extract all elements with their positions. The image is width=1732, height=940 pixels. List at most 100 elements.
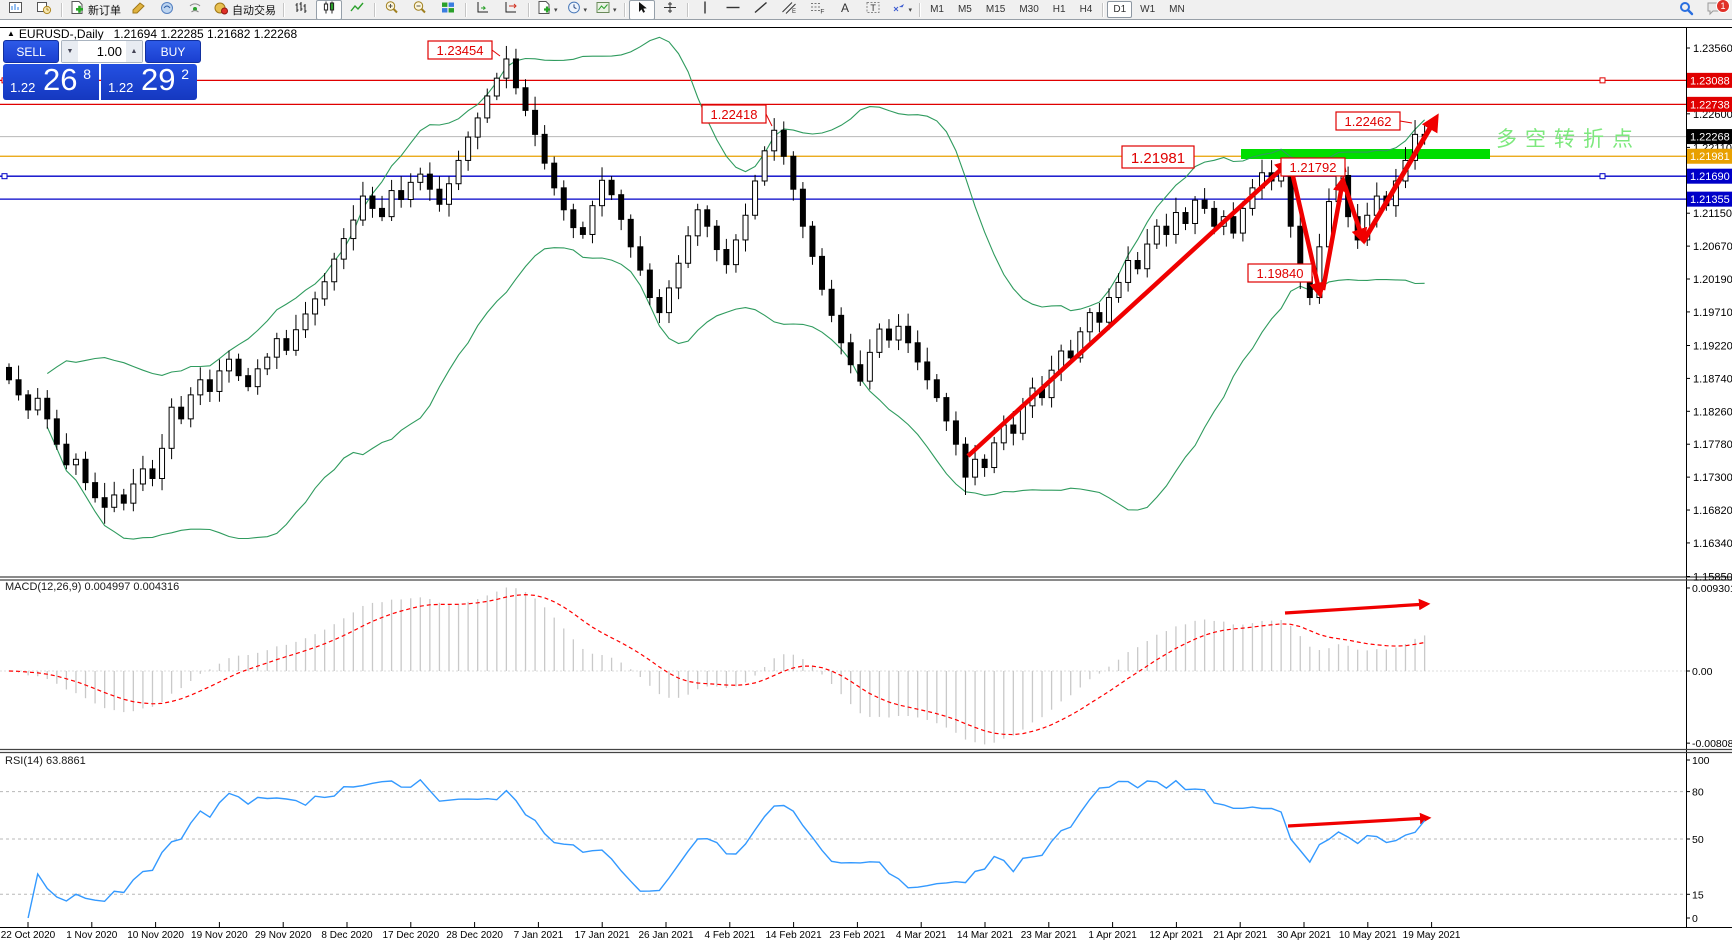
new-order-button[interactable]: 新订单 (66, 0, 124, 20)
zoom-out-button[interactable] (407, 0, 433, 20)
chevron-down-icon: ▾ (613, 6, 617, 14)
price-annotation-labels: 1.23454 1.22418 1.21981 1.21792 1.19840 1.224… (427, 40, 1413, 283)
chart-shift-icon (503, 0, 519, 20)
auto-trading-label: 自动交易 (232, 4, 276, 17)
sell-price-prefix: 1.22 (10, 80, 36, 95)
timeframe-H1-button[interactable]: H1 (1052, 4, 1066, 15)
text-button[interactable]: A (832, 0, 858, 20)
date-tick-label: 21 Apr 2021 (1213, 930, 1267, 940)
template-button[interactable]: ▾ (592, 0, 620, 20)
date-tick-label: 23 Mar 2021 (1021, 930, 1078, 940)
shapes-button[interactable]: ▾ (888, 0, 916, 20)
sell-button[interactable]: SELL (3, 40, 59, 63)
timeframe-bar: M1 M5 M15 M30 H1 H4 D1 W1 MN (923, 1, 1192, 18)
chevron-down-icon: ▾ (908, 6, 913, 14)
period-clock-button[interactable]: ▾ (563, 0, 591, 20)
date-tick-label: 10 Nov 2020 (127, 930, 184, 940)
eraser-button[interactable] (126, 0, 152, 20)
axis-tick-label: 1.19710 (1693, 307, 1732, 319)
hline-icon (725, 0, 741, 20)
candlestick-button[interactable] (316, 0, 342, 20)
chevron-down-icon: ▾ (554, 6, 558, 14)
date-tick-label: 23 Feb 2021 (829, 930, 886, 940)
tile-windows-icon (440, 0, 456, 20)
svg-text:80: 80 (1692, 787, 1704, 799)
signal-button[interactable] (182, 0, 208, 20)
fibonacci-button[interactable]: F (804, 0, 830, 20)
zoom-in-button[interactable] (379, 0, 405, 20)
svg-text:1.21981: 1.21981 (1690, 151, 1730, 163)
volume-value[interactable]: 1.00 (96, 44, 122, 59)
svg-text:1.23088: 1.23088 (1690, 75, 1730, 87)
svg-text:1.22268: 1.22268 (1690, 132, 1730, 144)
svg-text:15: 15 (1692, 889, 1704, 901)
cursor-icon (634, 0, 650, 20)
axis-tick-label: 1.21150 (1693, 208, 1732, 220)
auto-trading-button[interactable]: 自动交易 (210, 0, 279, 20)
buy-button[interactable]: BUY (145, 40, 201, 63)
fibonacci-icon: F (809, 0, 825, 20)
cursor-button[interactable] (628, 0, 655, 20)
timeframe-M15-button[interactable]: M15 (985, 4, 1006, 15)
rsi-axis: 100 80 50 15 0 (1686, 755, 1710, 925)
sell-price-box[interactable]: 1.22 26 8 (3, 62, 99, 100)
new-chart-button[interactable]: ▾ (533, 0, 561, 20)
auto-scroll-button[interactable] (470, 0, 496, 20)
rsi-panel (0, 778, 1686, 919)
channel-button[interactable]: E (776, 0, 802, 20)
line-chart-icon (349, 0, 365, 20)
notifications-button[interactable]: 1 (1701, 0, 1730, 21)
crosshair-button[interactable] (657, 0, 683, 20)
timeframe-M1-button[interactable]: M1 (930, 4, 944, 15)
svg-text:F: F (820, 8, 824, 15)
community-button[interactable] (154, 0, 180, 20)
timeframe-D1-button[interactable]: D1 (1107, 1, 1133, 18)
volume-down-button[interactable]: ▼ (62, 41, 78, 62)
bar-chart-button[interactable] (288, 0, 314, 20)
text-label-button[interactable]: T (860, 0, 886, 20)
svg-text:1.19840: 1.19840 (1257, 266, 1304, 281)
timeframe-M30-button[interactable]: M30 (1019, 4, 1039, 15)
profiles-clock-icon (36, 0, 52, 20)
search-icon (1679, 1, 1694, 21)
timeframe-H4-button[interactable]: H4 (1079, 4, 1093, 15)
buy-price-pip: 2 (181, 66, 189, 82)
svg-text:1.21690: 1.21690 (1690, 171, 1730, 183)
price-label-box (701, 104, 767, 124)
svg-text:1.21981: 1.21981 (1131, 150, 1185, 167)
bollinger-upper-band (46, 36, 1425, 376)
timeframe-MN-button[interactable]: MN (1169, 4, 1185, 15)
toolbar-buttons: 新订单 自动交易 ▾ ▾ ▾ E F A T ▾ (2, 0, 923, 20)
date-tick-label: 10 May 2021 (1339, 930, 1397, 940)
date-tick-label: 17 Dec 2020 (382, 930, 439, 940)
chart-shift-button[interactable] (498, 0, 524, 20)
timeframe-M5-button[interactable]: M5 (957, 4, 972, 15)
line-chart-button[interactable] (344, 0, 370, 20)
search-button[interactable] (1673, 1, 1699, 21)
toolbar-separator (374, 2, 375, 17)
vline-button[interactable] (692, 0, 718, 20)
chart-window-button[interactable] (3, 0, 29, 20)
date-tick-label: 30 Apr 2021 (1277, 930, 1331, 940)
volume-up-button[interactable]: ▲ (126, 41, 142, 62)
profiles-clock-button[interactable] (31, 0, 57, 20)
hline-button[interactable] (720, 0, 746, 20)
channel-icon: E (781, 0, 797, 20)
buy-price-box[interactable]: 1.22 29 2 (101, 62, 197, 100)
volume-stepper: ▼ 1.00 ▲ (61, 40, 143, 63)
svg-text:1.22418: 1.22418 (711, 107, 758, 122)
date-tick-label: 29 Nov 2020 (255, 930, 312, 940)
svg-text:-0.008082: -0.008082 (1692, 738, 1732, 750)
trendline-button[interactable] (748, 0, 774, 20)
tile-windows-button[interactable] (435, 0, 461, 20)
macd-panel (0, 587, 1686, 745)
line-handle (1, 173, 8, 180)
timeframe-W1-button[interactable]: W1 (1140, 4, 1156, 15)
rsi-line (27, 778, 1426, 919)
toolbar-separator (686, 2, 688, 17)
candlestick-icon (321, 0, 337, 20)
date-tick-label: 19 Nov 2020 (191, 930, 248, 940)
axis-price-tag (1687, 148, 1732, 164)
